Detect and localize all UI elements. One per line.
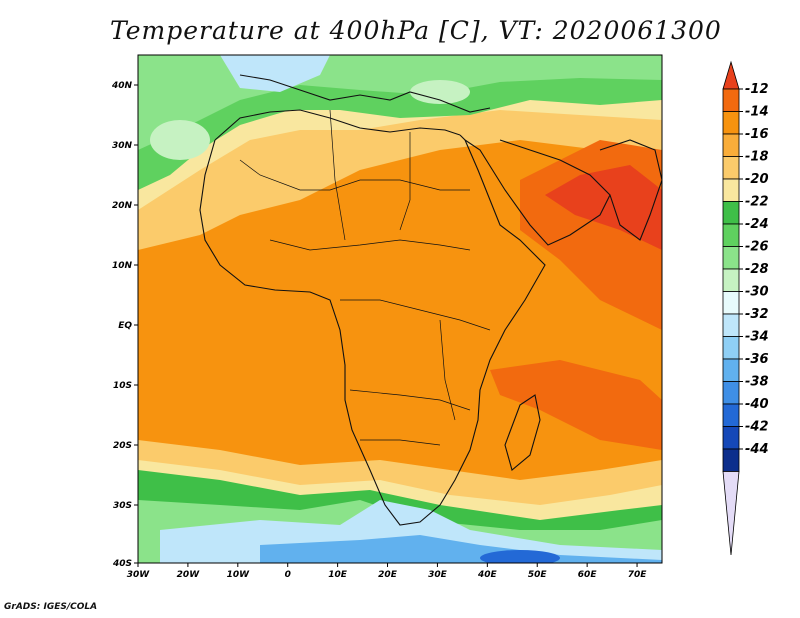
- colorbar: -12 -14 -16 -18 -20 -22 -24 -26 -28 -30 -32 -34 -36 -…: [722, 60, 769, 556]
- lon-tick-label: 10E: [328, 570, 348, 580]
- lat-tick-label: 20N: [112, 201, 133, 211]
- lat-tick-label: 40N: [111, 81, 133, 91]
- colorbar-level-label: -36: [745, 352, 769, 367]
- coast-iran-india: [599, 139, 662, 241]
- colorbar-segment: [722, 448, 740, 472]
- colorbar-level-label: -14: [745, 105, 769, 120]
- colorbar-level-label: -24: [745, 217, 769, 232]
- colorbar-level-label: -42: [745, 420, 769, 435]
- field-band-south-minus40: [480, 550, 560, 563]
- colorbar-segment: [722, 336, 740, 360]
- lat-tick-label: EQ: [118, 321, 132, 331]
- colorbar-segment: [722, 223, 740, 247]
- longitude-axis: 30W 20W 10W 0 10E 20E 30E 40E 50E 60E 70E: [127, 563, 647, 580]
- lat-tick-label: 30S: [113, 501, 132, 511]
- lat-tick-label: 20S: [113, 441, 132, 451]
- colorbar-segment: [722, 426, 740, 450]
- colorbar-segment: [722, 133, 740, 157]
- field-band-south-minus36: [260, 535, 662, 563]
- lon-tick-label: 50E: [528, 570, 548, 580]
- latitude-axis: 40N 30N 20N 10N EQ 10S 20S 30S 40S: [111, 81, 138, 569]
- lon-tick-label: 30W: [127, 570, 151, 580]
- field-europe-cold-patch: [220, 55, 330, 92]
- colorbar-level-label: -18: [745, 150, 769, 165]
- colorbar-level-label: -16: [745, 127, 769, 142]
- colorbar-segment: [722, 246, 740, 270]
- colorbar-segment: [722, 201, 740, 225]
- colorbar-level-label: -28: [745, 262, 769, 277]
- colorbar-level-label: -38: [745, 375, 769, 390]
- colorbar-segment: [722, 111, 740, 135]
- colorbar-bottom-triangle: [722, 471, 740, 556]
- temperature-map-figure: 30W 20W 10W 0 10E 20E 30E 40E 50E 60E 70E 40N 30N 20…: [111, 54, 769, 580]
- lon-tick-label: 70E: [628, 570, 648, 580]
- colorbar-level-label: -22: [745, 195, 769, 210]
- grads-credit: GrADS: IGES/COLA: [4, 602, 98, 612]
- colorbar-segment: [722, 268, 740, 292]
- lon-tick-label: 0: [285, 570, 291, 580]
- field-indian-ocean-hot: [490, 360, 662, 450]
- lat-tick-label: 10N: [112, 261, 133, 271]
- coast-madagascar: [504, 394, 541, 471]
- border-egypt-libya: [399, 132, 411, 231]
- coast-north-africa: [214, 109, 461, 141]
- colorbar-level-label: -12: [745, 82, 769, 97]
- colorbar-level-label: -34: [745, 330, 769, 345]
- border-sahara: [239, 159, 470, 191]
- colorbar-segment: [722, 358, 740, 382]
- border-rift-lakes: [439, 319, 456, 421]
- lat-tick-label: 10S: [113, 381, 132, 391]
- coast-africa: [199, 134, 546, 526]
- field-turkey-cool-patch: [410, 80, 470, 104]
- colorbar-top-triangle: [722, 60, 740, 90]
- border-sahel: [269, 239, 471, 251]
- colorbar-segment: [722, 156, 740, 180]
- coast-mediterranean-north: [239, 74, 491, 113]
- colorbar-segment: [722, 313, 740, 337]
- colorbar-segment: [722, 178, 740, 202]
- coastlines: [199, 74, 662, 526]
- lon-tick-label: 20E: [378, 570, 398, 580]
- lon-tick-label: 40E: [477, 570, 498, 580]
- coast-arabia: [464, 139, 611, 246]
- lon-tick-label: 30E: [428, 570, 448, 580]
- colorbar-level-label: -30: [745, 285, 769, 300]
- colorbar-level-label: -26: [745, 240, 769, 255]
- country-borders: [239, 109, 491, 446]
- lat-tick-label: 40S: [112, 559, 132, 569]
- colorbar-segment: [722, 291, 740, 315]
- border-southern: [349, 389, 471, 411]
- colorbar-level-label: -44: [745, 442, 769, 457]
- border-central: [340, 299, 491, 331]
- lon-tick-label: 20W: [177, 570, 201, 580]
- lon-tick-label: 60E: [578, 570, 598, 580]
- colorbar-segment: [722, 381, 740, 405]
- colorbar-level-label: -20: [745, 172, 769, 187]
- border-south-africa: [360, 439, 441, 446]
- colorbar-level-label: -40: [745, 397, 769, 412]
- colorbar-segment: [722, 88, 740, 112]
- lon-tick-label: 10W: [227, 570, 251, 580]
- map-frame: [137, 54, 663, 564]
- colorbar-level-label: -32: [745, 307, 769, 322]
- lat-tick-label: 30N: [112, 141, 133, 151]
- field-atlantic-cool-patch: [150, 120, 210, 160]
- border-libya-west: [329, 109, 346, 241]
- map-title: Temperature at 400hPa [C], VT: 202006130…: [110, 16, 722, 45]
- colorbar-segment: [722, 403, 740, 427]
- temperature-field: [138, 55, 662, 563]
